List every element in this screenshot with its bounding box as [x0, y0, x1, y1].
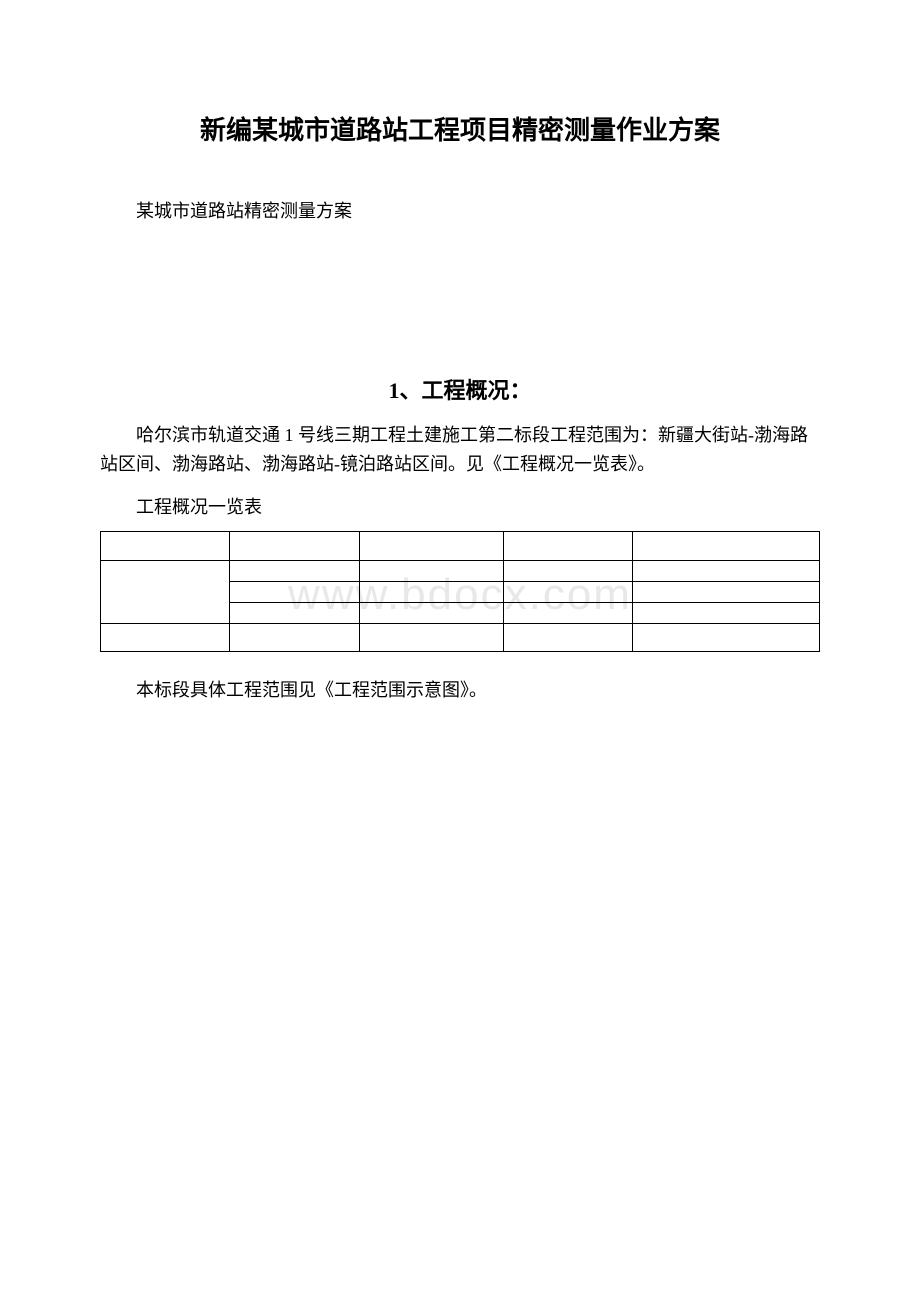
table-caption: 工程概况一览表: [100, 493, 820, 519]
main-title: 新编某城市道路站工程项目精密测量作业方案: [100, 110, 820, 147]
footer-paragraph: 本标段具体工程范围见《工程范围示意图》。: [100, 676, 820, 702]
overview-table: [100, 531, 820, 652]
empty-cell: [230, 623, 359, 651]
section-1-paragraph: 哈尔滨市轨道交通 1 号线三期工程土建施工第二标段工程范围为：新疆大街站-渤海路…: [100, 421, 820, 479]
cell-jiegou-2: [359, 581, 503, 602]
empty-cell: [633, 623, 820, 651]
empty-cell: [101, 623, 230, 651]
header-gongfa: [503, 531, 632, 560]
cell-guimo-2: [633, 581, 820, 602]
header-jiegou: [359, 531, 503, 560]
cell-xiangmu-2: [230, 581, 359, 602]
cell-xiangmu-3: [230, 602, 359, 623]
table-empty-row: [101, 623, 820, 651]
table-header-row: [101, 531, 820, 560]
header-guimo: [633, 531, 820, 560]
section-1-title: 1、工程概况：: [100, 373, 820, 405]
header-biaoduan: [101, 531, 230, 560]
table-row: [101, 560, 820, 581]
cell-gongfa-1: [503, 560, 632, 581]
empty-cell: [359, 623, 503, 651]
empty-cell: [503, 623, 632, 651]
cell-xiangmu-1: [230, 560, 359, 581]
cell-jiegou-3: [359, 602, 503, 623]
header-xiangmu: [230, 531, 359, 560]
cell-guimo-3: [633, 602, 820, 623]
page-container: 新编某城市道路站工程项目精密测量作业方案 某城市道路站精密测量方案 1、工程概况…: [0, 0, 920, 762]
cell-biaoduan-merged: [101, 560, 230, 623]
cell-gongfa-2: [503, 581, 632, 602]
cell-jiegou-1: [359, 560, 503, 581]
cell-gongfa-3: [503, 602, 632, 623]
cell-guimo-1: [633, 560, 820, 581]
subtitle: 某城市道路站精密测量方案: [100, 197, 820, 223]
